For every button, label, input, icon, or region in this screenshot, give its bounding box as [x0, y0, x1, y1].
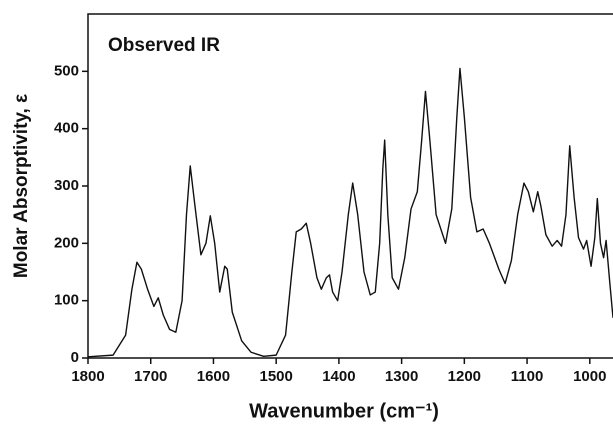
plot-frame — [87, 13, 613, 359]
x-tick-label: 1300 — [385, 368, 418, 385]
annotation: Observed IR — [108, 35, 220, 56]
x-tick-label: 1700 — [134, 368, 167, 385]
y-tick-label: 100 — [54, 292, 79, 309]
x-tick-label: 1200 — [448, 368, 481, 385]
x-axis-label: Wavenumber (cm⁻¹) — [249, 400, 439, 422]
y-tick-label: 200 — [54, 234, 79, 251]
y-tick-label: 300 — [54, 177, 79, 194]
x-tick-label: 1400 — [322, 368, 355, 385]
x-tick-label: 1600 — [197, 368, 230, 385]
x-tick-label: 1000 — [573, 368, 606, 385]
y-tick-label: 500 — [54, 62, 79, 79]
x-tick-label: 1800 — [71, 368, 104, 385]
y-axis-label: Molar Absorptivity, ε — [11, 94, 32, 278]
y-tick-label: 0 — [71, 349, 79, 366]
x-tick-label: 1100 — [511, 368, 544, 385]
spectrum-line — [87, 67, 613, 358]
x-tick-label: 1500 — [259, 368, 292, 385]
y-tick-label: 400 — [54, 120, 79, 137]
